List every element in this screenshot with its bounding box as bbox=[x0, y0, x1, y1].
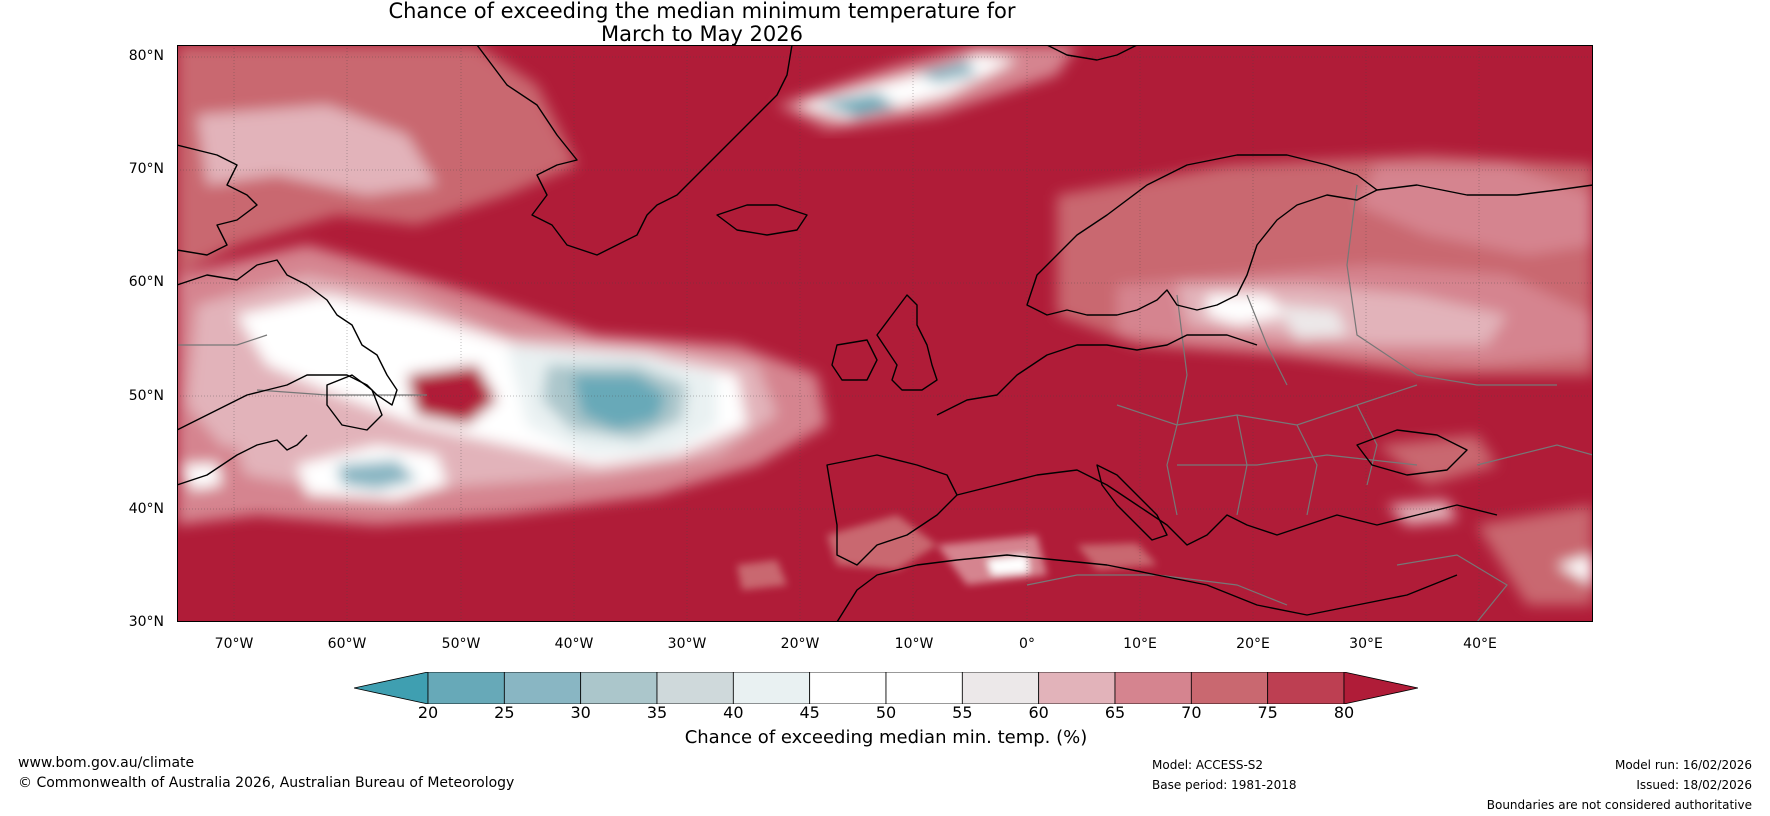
colorbar-segment bbox=[503, 671, 582, 705]
lon-label-30e: 30°E bbox=[1349, 636, 1383, 652]
colorbar-tick-label: 60 bbox=[1028, 703, 1049, 722]
colorbar-tick-label: 75 bbox=[1257, 703, 1278, 722]
iberia-coast bbox=[826, 454, 958, 566]
mediterranean-coast bbox=[956, 469, 1498, 546]
colorbar-tick-label: 35 bbox=[646, 703, 668, 722]
lat-label-50n: 50°N bbox=[128, 388, 164, 404]
anomaly-field-south bbox=[737, 515, 1157, 590]
iceland-coast bbox=[716, 204, 808, 236]
lat-label-70n: 70°N bbox=[128, 161, 164, 177]
colorbar-extend-high bbox=[1343, 671, 1419, 705]
colorbar-segment bbox=[1190, 671, 1269, 705]
colorbar-segment bbox=[1114, 671, 1192, 705]
map-title: Chance of exceeding the median minimum t… bbox=[0, 0, 1404, 46]
model-run: Model run: 16/02/2026 bbox=[1614, 758, 1752, 772]
colorbar-tick-label: 65 bbox=[1104, 703, 1126, 722]
scandinavia-coast bbox=[1026, 154, 1378, 316]
forecast-map[interactable] bbox=[177, 45, 1593, 622]
north-africa-coast bbox=[836, 554, 1458, 622]
black-sea-coast bbox=[1356, 429, 1468, 476]
lon-label-20w: 20°W bbox=[780, 636, 820, 652]
colorbar-segment bbox=[427, 671, 505, 705]
graticule bbox=[177, 45, 1593, 622]
website-link[interactable]: www.bom.gov.au/climate bbox=[18, 755, 195, 771]
model-name: Model: ACCESS-S2 bbox=[1152, 758, 1264, 772]
colorbar-segment bbox=[656, 671, 734, 705]
labrador-coast bbox=[177, 259, 398, 431]
colorbar-segment bbox=[961, 671, 1040, 705]
lon-label-30w: 30°W bbox=[667, 636, 707, 652]
colorbar-tick-label: 40 bbox=[723, 703, 744, 722]
newfoundland-coast bbox=[326, 374, 383, 431]
colorbar bbox=[353, 671, 1419, 705]
europe-coast bbox=[936, 334, 1258, 416]
colorbar-extend-low bbox=[353, 671, 429, 705]
colorbar-segment bbox=[1038, 671, 1116, 705]
us-east-coast bbox=[177, 434, 308, 486]
ireland-coast bbox=[831, 339, 878, 381]
anomaly-field-west bbox=[177, 45, 827, 525]
title-line-2: March to May 2026 bbox=[601, 22, 803, 46]
lon-label-70w: 70°W bbox=[214, 636, 254, 652]
colorbar-segment bbox=[580, 671, 658, 705]
lon-label-10w: 10°W bbox=[894, 636, 934, 652]
colorbar-tick-label: 30 bbox=[570, 703, 591, 722]
arctic-russia-coast bbox=[1376, 184, 1593, 196]
colorbar-tick-label: 55 bbox=[952, 703, 973, 722]
lon-label-40e: 40°E bbox=[1463, 636, 1497, 652]
colorbar-tick-label: 20 bbox=[417, 703, 439, 722]
title-line-1: Chance of exceeding the median minimum t… bbox=[388, 0, 1016, 23]
lon-label-40w: 40°W bbox=[554, 636, 594, 652]
svalbard-coast bbox=[1046, 45, 1138, 61]
greenland-coast bbox=[476, 45, 793, 256]
colorbar-tick-label: 80 bbox=[1333, 703, 1355, 722]
base-period: Base period: 1981-2018 bbox=[1152, 778, 1297, 792]
map-canvas bbox=[177, 45, 1593, 622]
colorbar-tick-label: 70 bbox=[1181, 703, 1202, 722]
italy-coast bbox=[1096, 464, 1168, 541]
lat-label-80n: 80°N bbox=[128, 48, 164, 64]
colorbar-tick-label: 45 bbox=[799, 703, 820, 722]
lat-label-60n: 60°N bbox=[128, 274, 164, 290]
anomaly-field-east bbox=[1057, 155, 1593, 605]
lon-label-60w: 60°W bbox=[327, 636, 367, 652]
anomaly-field-arctic bbox=[777, 45, 1077, 130]
lat-label-30n: 30°N bbox=[128, 614, 164, 630]
colorbar-svg bbox=[353, 671, 1419, 705]
colorbar-label: Chance of exceeding median min. temp. (%… bbox=[684, 727, 1088, 748]
coastlines bbox=[177, 45, 1593, 622]
lon-label-10e: 10°E bbox=[1123, 636, 1157, 652]
baffin-coast bbox=[177, 144, 258, 256]
colorbar-tick-label: 25 bbox=[494, 703, 515, 722]
lon-label-20e: 20°E bbox=[1236, 636, 1270, 652]
colorbar-tick-label: 50 bbox=[875, 703, 897, 722]
lat-label-40n: 40°N bbox=[128, 501, 164, 517]
map-frame bbox=[177, 45, 1593, 622]
issued-date: Issued: 18/02/2026 bbox=[1636, 778, 1752, 792]
copyright-text: © Commonwealth of Australia 2026, Austra… bbox=[18, 775, 515, 791]
colorbar-segment bbox=[1267, 671, 1345, 705]
lon-label-50w: 50°W bbox=[441, 636, 481, 652]
colorbar-segment bbox=[809, 671, 887, 705]
boundaries-note: Boundaries are not considered authoritat… bbox=[1486, 798, 1752, 812]
colorbar-segment bbox=[732, 671, 811, 705]
uk-coast bbox=[876, 294, 938, 391]
colorbar-segment bbox=[885, 671, 963, 705]
lon-label-0: 0° bbox=[1019, 636, 1035, 652]
